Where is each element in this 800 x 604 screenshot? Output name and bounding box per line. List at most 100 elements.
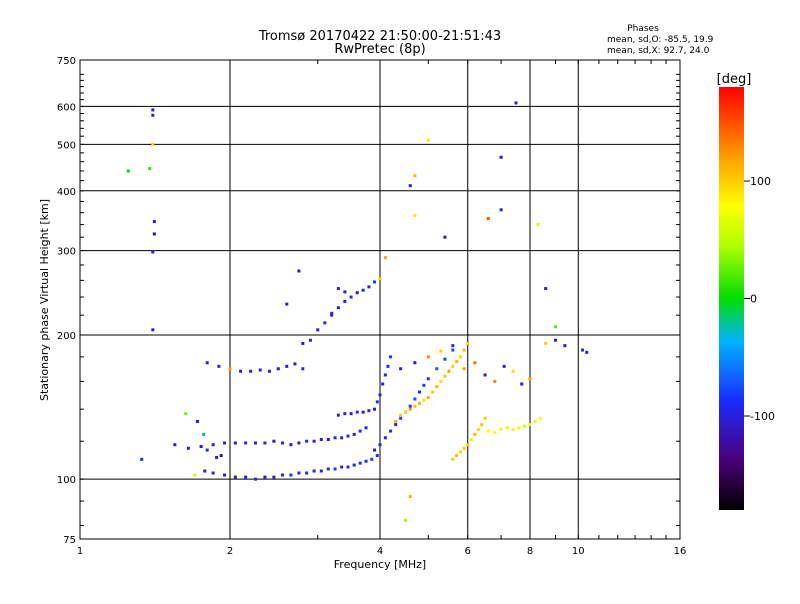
data-point: [435, 367, 439, 371]
data-point: [343, 412, 347, 416]
data-point: [346, 434, 350, 438]
grid-layer: [80, 60, 680, 539]
data-point: [528, 423, 532, 427]
data-point: [458, 450, 462, 454]
data-point: [553, 338, 557, 342]
data-point: [281, 473, 285, 477]
data-point: [422, 383, 426, 387]
stats-line-o: mean, sd,O: -85.5, 19.9: [607, 35, 714, 45]
data-point: [263, 441, 267, 445]
data-point: [349, 295, 353, 299]
data-point: [462, 446, 466, 450]
data-point: [316, 328, 320, 332]
data-point: [375, 400, 379, 404]
data-point: [358, 461, 362, 465]
colorbar-ticks: -100 0 100: [744, 175, 775, 423]
x-tick-label: 8: [527, 546, 533, 557]
data-point: [422, 398, 426, 402]
data-point: [205, 361, 209, 365]
chart-subtitle: RwPretec (8p): [334, 42, 425, 57]
x-axis: 1 2 4 6 8 10 16: [77, 60, 687, 557]
data-point: [413, 174, 417, 178]
data-point: [267, 369, 271, 373]
data-point: [378, 393, 382, 397]
y-axis-label: Stationary phase Virtual Height [km]: [38, 199, 51, 401]
x-tick-label: 2: [227, 546, 233, 557]
data-point: [544, 287, 548, 291]
data-point: [373, 407, 377, 411]
data-point: [239, 369, 243, 373]
data-point: [184, 412, 188, 416]
data-point: [349, 412, 353, 416]
data-point: [151, 108, 155, 112]
data-point: [399, 413, 403, 417]
data-point: [340, 465, 344, 469]
data-point: [435, 385, 439, 389]
data-point: [426, 355, 430, 359]
data-point: [340, 436, 344, 440]
data-point: [217, 364, 221, 368]
data-point: [399, 367, 403, 371]
data-point: [528, 377, 532, 381]
x-axis-label: Frequency [MHz]: [334, 558, 426, 571]
data-point: [285, 364, 289, 368]
data-point: [228, 367, 232, 371]
data-point: [336, 306, 340, 310]
data-point: [272, 475, 276, 479]
data-point: [323, 321, 327, 325]
data-point: [469, 438, 473, 442]
data-point: [408, 404, 412, 408]
data-point: [413, 214, 417, 218]
data-point: [462, 348, 466, 352]
data-point: [389, 429, 393, 433]
x-tick-label: 16: [674, 546, 687, 557]
data-point: [375, 454, 379, 458]
data-point: [355, 410, 359, 414]
data-point: [426, 396, 430, 400]
data-point: [539, 416, 543, 420]
data-point: [319, 469, 323, 473]
data-point: [511, 369, 515, 373]
data-point: [355, 291, 359, 295]
x-tick-label: 10: [572, 546, 585, 557]
data-point: [413, 397, 417, 401]
data-point: [140, 457, 144, 461]
data-point: [383, 256, 387, 260]
data-point: [426, 377, 430, 381]
data-point: [151, 142, 155, 146]
data-point: [408, 407, 412, 411]
data-point: [281, 441, 285, 445]
data-point: [403, 410, 407, 414]
data-point: [297, 471, 301, 475]
data-point: [426, 138, 430, 142]
data-point: [151, 250, 155, 254]
data-point: [502, 364, 506, 368]
data-point: [480, 423, 484, 427]
data-point: [152, 220, 156, 224]
data-point: [466, 443, 470, 447]
data-point: [483, 373, 487, 377]
data-point: [293, 362, 297, 366]
data-point: [151, 113, 155, 117]
data-point: [233, 441, 237, 445]
data-point: [195, 419, 199, 423]
colorbar-gradient: [719, 87, 744, 510]
data-point: [249, 369, 253, 373]
colorbar-tick-label: 0: [750, 293, 757, 306]
data-point: [458, 355, 462, 359]
data-point: [253, 441, 257, 445]
colorbar-label: [deg]: [717, 72, 752, 87]
data-point: [352, 463, 356, 467]
data-point: [276, 367, 280, 371]
data-point: [403, 518, 407, 522]
data-point: [336, 413, 340, 417]
stats-heading: Phases: [627, 24, 659, 34]
data-point: [455, 360, 459, 364]
data-point: [394, 423, 398, 427]
x-tick-label: 6: [465, 546, 471, 557]
data-point: [451, 344, 455, 348]
data-point: [511, 427, 515, 431]
data-point: [312, 439, 316, 443]
data-point: [308, 338, 312, 342]
